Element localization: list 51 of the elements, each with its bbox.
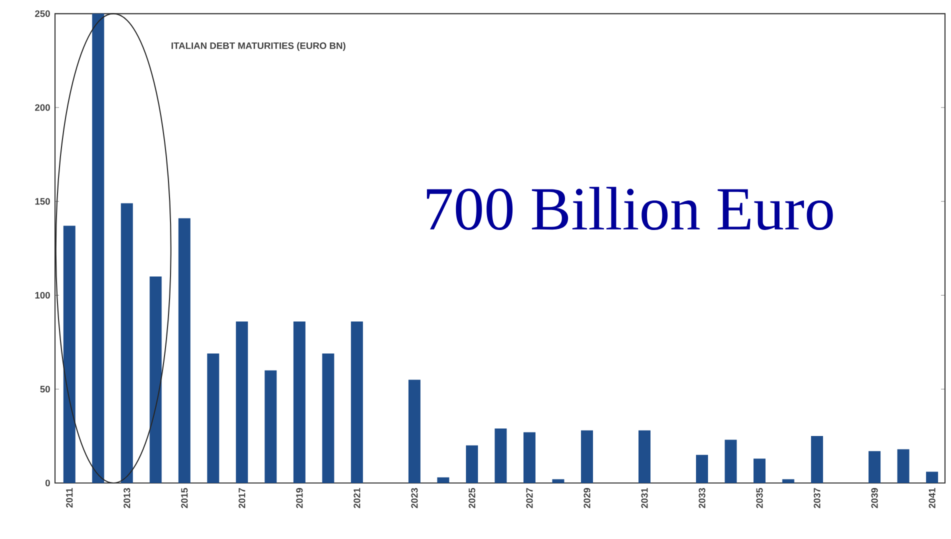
bar [926,472,938,483]
bar [724,440,737,483]
bar [754,458,766,483]
bar [696,454,708,483]
bar [552,479,564,483]
bar [92,14,104,483]
text: ITALIAN DEBT MATURITIES (EURO BN) [172,42,346,51]
x-tick-label: 2015 [181,488,188,508]
bar [638,430,650,483]
bar [523,432,536,483]
x-tick-label: 2035 [756,488,763,508]
y-tick-label: 150 [35,198,50,205]
bar [322,353,334,483]
y-tick-label: 100 [35,292,50,299]
annotation: 700 Billion Euro [426,186,833,230]
bar [811,436,824,483]
x-tick-label: 2021 [354,488,360,508]
y-tick-label: 200 [35,104,50,111]
x-tick-label: 2031 [641,488,648,508]
bar [782,479,794,483]
bar [350,322,363,483]
bar [264,370,277,483]
y-tick-label: 0 [45,480,50,486]
bar [293,322,306,483]
x-tick-label: 2029 [584,488,590,508]
x-tick-label: 2033 [698,488,706,508]
bar [178,218,190,483]
bar [580,430,593,483]
y-tick-label: 50 [40,386,50,392]
x-tick-label: 2013 [124,488,130,508]
x-tick-label: 2023 [411,488,418,508]
y-tick-label: 250 [35,10,50,17]
bar [408,380,420,483]
x-tick-label: 2041 [928,488,936,508]
x-tick-label: 2025 [468,488,476,508]
bar [494,428,507,483]
bar [150,276,162,483]
x-tick-label: 2039 [871,488,878,508]
bar [897,449,910,483]
x-tick-label: 2017 [238,488,246,508]
x-tick-label: 2011 [66,488,73,508]
bar [120,203,133,483]
x-tick-label: 2019 [296,488,303,508]
bar [466,445,478,483]
x-tick-label: 2037 [814,488,820,508]
bar [236,322,248,483]
bar [868,451,881,483]
bar [207,353,220,483]
bar [63,226,76,483]
bar [437,477,450,483]
x-tick-label: 2027 [526,488,533,508]
